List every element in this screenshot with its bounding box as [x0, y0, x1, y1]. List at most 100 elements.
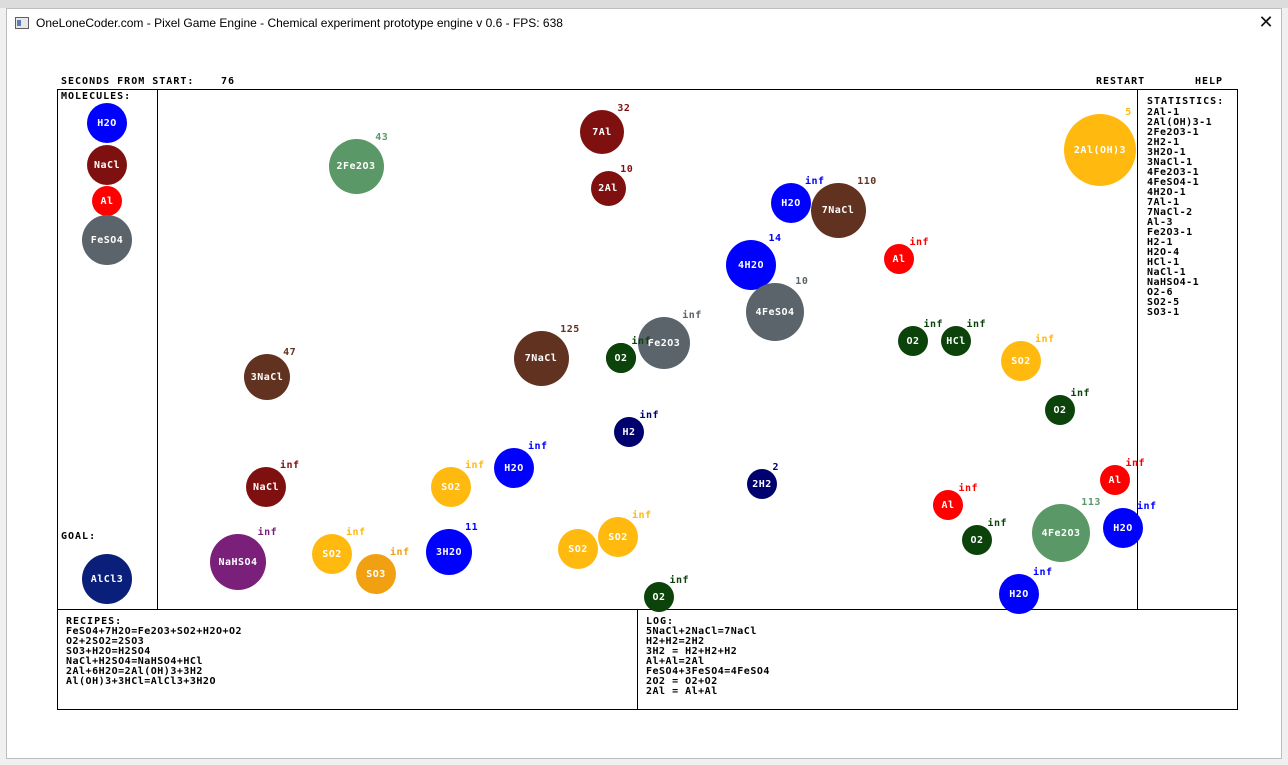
- molecule-label: SO2: [568, 543, 588, 555]
- molecule-count: 10: [795, 276, 809, 287]
- molecule-count: 47: [283, 347, 297, 358]
- molecule[interactable]: 2Al(OH)3: [1064, 114, 1136, 186]
- molecule[interactable]: SO2: [598, 517, 638, 557]
- molecule[interactable]: Al: [884, 244, 914, 274]
- molecule-label: SO2: [441, 481, 461, 493]
- palette-molecule[interactable]: FeSO4: [82, 215, 132, 265]
- molecule-label: H2O: [781, 197, 801, 209]
- statistics-label: STATISTICS:: [1147, 96, 1225, 107]
- statistics-item: 2Al-1: [1147, 107, 1180, 118]
- molecule[interactable]: H2O: [1103, 508, 1143, 548]
- statistics-item: 4Fe2O3-1: [1147, 167, 1200, 178]
- statistics-item: SO2-5: [1147, 297, 1180, 308]
- goal-molecule-label: AlCl3: [90, 573, 124, 585]
- restart-button[interactable]: RESTART: [1096, 76, 1146, 87]
- molecule-label: SO2: [608, 531, 628, 543]
- molecule-count: 11: [465, 522, 479, 533]
- molecule[interactable]: H2O: [999, 574, 1039, 614]
- molecule[interactable]: O2: [898, 326, 928, 356]
- molecule[interactable]: O2: [644, 582, 674, 612]
- game-canvas[interactable]: SECONDS FROM START: 76 RESTART HELP MOLE…: [7, 39, 1283, 759]
- molecule[interactable]: 2Fe2O3: [328, 138, 384, 194]
- statistics-item: SO3-1: [1147, 307, 1180, 318]
- statistics-item: O2-6: [1147, 287, 1174, 298]
- molecule-label: O2: [614, 352, 628, 364]
- molecule-count: inf: [1125, 458, 1146, 469]
- molecule[interactable]: SO2: [558, 529, 598, 569]
- molecule-count: inf: [1137, 501, 1157, 512]
- recipe-item: SO3+H2O=H2SO4: [66, 646, 151, 657]
- molecule-count: inf: [923, 319, 944, 330]
- background-app-strip: [0, 0, 1288, 8]
- molecule-count: inf: [390, 547, 410, 558]
- molecule-label: 7NaCl: [821, 204, 855, 216]
- molecule-label: Al: [1108, 474, 1122, 486]
- molecule-count: inf: [528, 441, 548, 452]
- molecule-label: Al: [892, 253, 906, 265]
- goal-label: GOAL:: [61, 531, 97, 542]
- molecule[interactable]: O2: [606, 343, 636, 373]
- molecule[interactable]: H2O: [771, 183, 811, 223]
- molecule-label: O2: [652, 591, 666, 603]
- molecule[interactable]: Al: [933, 490, 963, 520]
- molecule[interactable]: 3H2O: [426, 529, 472, 575]
- statistics-item: HCl-1: [1147, 257, 1180, 268]
- goal-molecule: AlCl3: [82, 554, 132, 604]
- molecule-count: 5: [1125, 107, 1132, 118]
- molecule[interactable]: SO3: [356, 554, 396, 594]
- molecule-count: inf: [966, 319, 987, 330]
- statistics-item: 7Al-1: [1147, 197, 1180, 208]
- palette-molecule[interactable]: H2O: [87, 103, 127, 143]
- statistics-item: Fe2O3-1: [1147, 227, 1193, 238]
- molecule[interactable]: SO2: [312, 534, 352, 574]
- molecule[interactable]: Fe2O3: [638, 317, 690, 369]
- molecule-label: O2: [970, 534, 984, 546]
- recipe-item: Al(OH)3+3HCl=AlCl3+3H2O: [66, 676, 216, 687]
- molecule[interactable]: 7Al: [580, 110, 624, 154]
- molecule[interactable]: H2: [614, 417, 644, 447]
- statistics-item: 2Fe2O3-1: [1147, 127, 1200, 138]
- molecule[interactable]: 2Al: [590, 170, 626, 206]
- close-button[interactable]: ✕: [1258, 12, 1274, 33]
- molecule[interactable]: HCl: [941, 326, 971, 356]
- game-window: OneLoneCoder.com - Pixel Game Engine - C…: [6, 8, 1282, 759]
- molecule[interactable]: NaHSO4: [210, 534, 266, 590]
- molecule-label: Al: [941, 499, 955, 511]
- help-button[interactable]: HELP: [1195, 76, 1224, 87]
- log-item: 2O2 = O2+O2: [646, 676, 718, 687]
- recipe-item: FeSO4+7H2O=Fe2O3+SO2+H2O+O2: [66, 626, 243, 637]
- molecule[interactable]: Al: [1100, 465, 1130, 495]
- molecule[interactable]: 3NaCl: [244, 354, 290, 400]
- molecule[interactable]: SO2: [431, 467, 471, 507]
- molecule[interactable]: 4FeSO4: [746, 283, 804, 341]
- log-label: LOG:: [646, 616, 675, 627]
- molecule[interactable]: 4Fe2O3: [1032, 504, 1090, 562]
- molecule[interactable]: 4H2O: [726, 240, 776, 290]
- molecule[interactable]: O2: [962, 525, 992, 555]
- molecule-label: NaCl: [252, 481, 280, 493]
- statistics-item: 2H2-1: [1147, 137, 1180, 148]
- molecule-label: O2: [1053, 404, 1067, 416]
- molecule[interactable]: NaCl: [246, 467, 286, 507]
- window-title: OneLoneCoder.com - Pixel Game Engine - C…: [36, 16, 563, 30]
- statistics-item: 3NaCl-1: [1147, 157, 1193, 168]
- recipes-label: RECIPES:: [66, 616, 123, 627]
- molecule-count: inf: [631, 336, 652, 347]
- palette-molecule-label: Al: [100, 195, 114, 207]
- palette-molecule[interactable]: NaCl: [87, 145, 127, 185]
- seconds-value: 76: [221, 76, 236, 87]
- molecule[interactable]: 7NaCl: [513, 330, 569, 386]
- log-item: 5NaCl+2NaCl=7NaCl: [646, 626, 757, 637]
- molecule[interactable]: O2: [1045, 395, 1075, 425]
- molecule-label: 7Al: [592, 126, 612, 138]
- molecule[interactable]: H2O: [494, 448, 534, 488]
- molecule[interactable]: SO2: [1001, 341, 1041, 381]
- molecule[interactable]: 2H2: [747, 469, 777, 499]
- molecule[interactable]: 7NaCl: [810, 182, 866, 238]
- molecule-label: 4Fe2O3: [1041, 527, 1081, 539]
- molecule-label: SO3: [366, 568, 386, 580]
- palette-molecule[interactable]: Al: [92, 186, 122, 216]
- molecule-count: 110: [857, 175, 877, 187]
- molecule-label: 4H2O: [737, 259, 765, 271]
- molecule-count: inf: [805, 176, 825, 187]
